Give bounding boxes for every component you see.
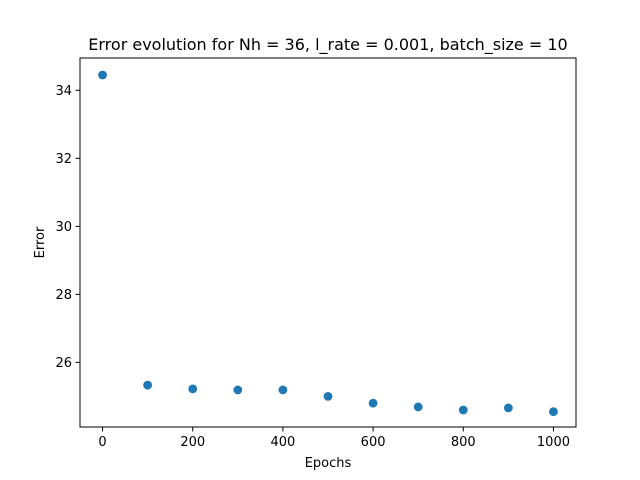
y-tick-label: 26 xyxy=(55,356,72,371)
y-axis-label: Error xyxy=(33,226,48,258)
data-point xyxy=(188,384,198,394)
data-point xyxy=(368,398,378,408)
data-point xyxy=(323,391,333,401)
x-tick-label: 800 xyxy=(451,435,476,450)
y-tick-label: 30 xyxy=(55,220,72,235)
data-point xyxy=(549,407,558,417)
data-point xyxy=(98,70,107,80)
chart-title: Error evolution for Nh = 36, l_rate = 0.… xyxy=(88,35,567,55)
data-point xyxy=(458,405,468,415)
data-point xyxy=(413,402,423,412)
data-point xyxy=(143,380,153,390)
x-axis-label: Epochs xyxy=(305,456,352,471)
x-tick-label: 200 xyxy=(180,435,205,450)
data-point xyxy=(278,385,288,395)
plot-area xyxy=(98,70,558,417)
axes-frame xyxy=(79,57,577,428)
data-point xyxy=(503,403,513,413)
y-tick-label: 34 xyxy=(55,84,72,99)
y-axis: 26 28 30 32 34 xyxy=(55,84,80,371)
x-axis: 0 200 400 600 800 1000 xyxy=(98,427,570,450)
x-tick-label: 0 xyxy=(98,435,106,450)
x-tick-label: 1000 xyxy=(537,435,570,450)
x-tick-label: 400 xyxy=(270,435,295,450)
x-tick-label: 600 xyxy=(361,435,386,450)
data-point xyxy=(233,385,243,395)
y-tick-label: 32 xyxy=(55,152,72,167)
y-tick-label: 28 xyxy=(55,288,72,303)
